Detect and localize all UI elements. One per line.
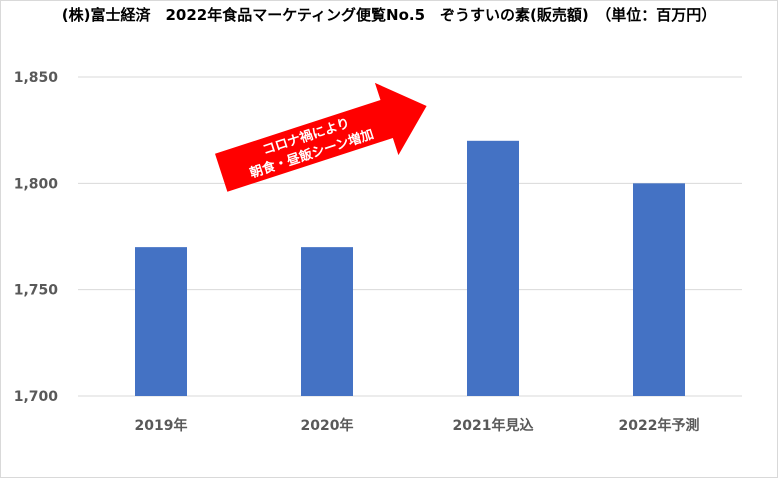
x-category-label: 2019年 bbox=[135, 417, 188, 434]
y-tick-label: 1,850 bbox=[14, 70, 59, 86]
gridlines bbox=[78, 76, 742, 397]
y-tick-label: 1,750 bbox=[14, 283, 59, 299]
bar bbox=[633, 183, 685, 396]
bar bbox=[135, 247, 187, 396]
chart-title: (株)富士経済 2022年食品マーケティング便覧No.5 ぞうすいの素(販売額)… bbox=[61, 6, 717, 24]
bar bbox=[467, 140, 519, 396]
bars bbox=[135, 140, 685, 396]
x-axis-categories: 2019年 2020年 2021年見込 2022年予測 bbox=[135, 417, 700, 434]
x-category-label: 2021年見込 bbox=[453, 417, 534, 434]
bar bbox=[301, 247, 353, 396]
annotation-arrow: コロナ禍により 朝食・昼飯シーン増加 bbox=[215, 82, 427, 192]
y-tick-label: 1,700 bbox=[14, 389, 59, 405]
arrow-shape bbox=[215, 82, 427, 192]
x-category-label: 2022年予測 bbox=[619, 417, 700, 434]
y-tick-label: 1,800 bbox=[14, 176, 59, 192]
x-category-label: 2020年 bbox=[301, 417, 354, 434]
y-axis-ticks: 1,700 1,750 1,800 1,850 bbox=[14, 70, 59, 405]
